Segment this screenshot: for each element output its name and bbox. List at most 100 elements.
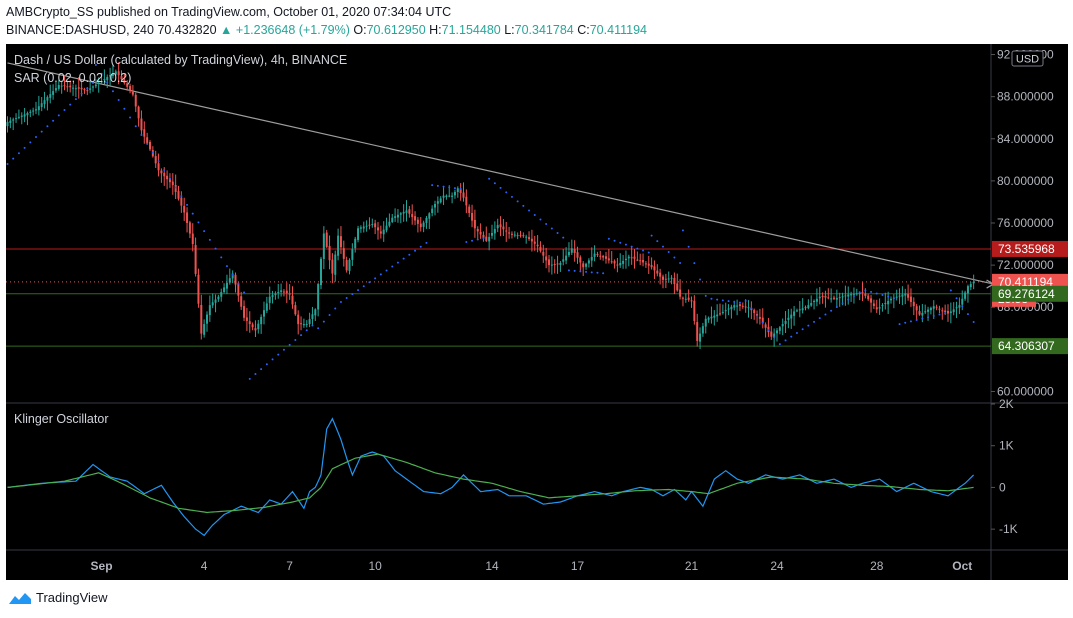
candle-body bbox=[49, 94, 52, 98]
candle-body bbox=[912, 301, 915, 307]
candle-body bbox=[610, 261, 613, 263]
candle-body bbox=[17, 116, 20, 118]
candle-body bbox=[710, 316, 713, 319]
candle-body bbox=[887, 300, 890, 305]
candle-body bbox=[77, 87, 80, 89]
time-tick-label: 4 bbox=[201, 559, 208, 573]
candle-body bbox=[280, 290, 283, 292]
symbol-quote-line: BINANCE:DASHUSD, 240 70.432820 ▲ +1.2366… bbox=[6, 23, 647, 37]
sar-dot bbox=[35, 136, 37, 139]
candle-body bbox=[966, 286, 969, 294]
candle-body bbox=[770, 331, 773, 337]
sar-dot bbox=[699, 278, 702, 281]
sar-dot bbox=[476, 238, 479, 241]
candle-body bbox=[137, 106, 140, 119]
sar-dot bbox=[63, 108, 66, 111]
candle-body bbox=[679, 289, 682, 297]
sar-dot bbox=[493, 182, 496, 185]
candle-body bbox=[471, 212, 474, 221]
sar-dot bbox=[317, 327, 320, 330]
sar-dot bbox=[140, 133, 143, 136]
sar-dot bbox=[357, 289, 360, 292]
sar-dot bbox=[590, 271, 593, 274]
candle-body bbox=[74, 88, 77, 90]
candle-body bbox=[251, 324, 254, 328]
sar-dot bbox=[955, 297, 958, 300]
candle-body bbox=[522, 235, 525, 237]
candle-body bbox=[833, 297, 835, 299]
chart-area[interactable]: 92.00000088.00000084.00000080.00000076.0… bbox=[6, 44, 1068, 580]
candle-body bbox=[579, 257, 582, 263]
candle-body bbox=[106, 77, 109, 81]
sar-dot bbox=[203, 230, 206, 233]
candle-body bbox=[616, 264, 619, 266]
time-tick-label: 28 bbox=[870, 559, 884, 573]
sar-dot bbox=[716, 298, 719, 301]
chart-canvas[interactable]: 92.00000088.00000084.00000080.00000076.0… bbox=[6, 44, 1068, 580]
sar-dot bbox=[100, 72, 103, 75]
candle-body bbox=[308, 319, 311, 325]
candle-body bbox=[932, 306, 935, 309]
candle-body bbox=[622, 260, 625, 264]
candle-body bbox=[123, 79, 126, 83]
candle-body bbox=[824, 295, 827, 298]
sar-dot bbox=[282, 348, 285, 351]
candle-body bbox=[459, 189, 462, 193]
candle-body bbox=[240, 296, 243, 307]
sar-dot bbox=[892, 297, 895, 300]
sar-dot bbox=[510, 195, 513, 198]
candle-body bbox=[268, 296, 271, 303]
candle-body bbox=[701, 326, 704, 334]
candle-body bbox=[599, 255, 602, 257]
sar-dot bbox=[499, 186, 502, 189]
candle-body bbox=[795, 310, 798, 312]
high-value: 71.154480 bbox=[441, 23, 501, 37]
candle-body bbox=[753, 309, 756, 314]
candle-body bbox=[556, 263, 559, 265]
candle-body bbox=[277, 291, 280, 293]
candle-body bbox=[425, 217, 428, 223]
sar-dot bbox=[94, 64, 97, 67]
sar-dot bbox=[69, 103, 72, 106]
candle-body bbox=[29, 111, 32, 113]
sar-dot bbox=[909, 320, 912, 323]
published-line: AMBCrypto_SS published on TradingView.co… bbox=[6, 5, 452, 19]
candle-body bbox=[707, 317, 710, 320]
candle-body bbox=[314, 309, 317, 316]
candle-body bbox=[214, 299, 217, 303]
sar-dot bbox=[288, 343, 291, 346]
candle-body bbox=[644, 263, 647, 265]
candle-body bbox=[54, 88, 57, 91]
candle-body bbox=[542, 251, 545, 256]
candle-body bbox=[80, 87, 83, 90]
candle-body bbox=[146, 137, 149, 143]
close-value: 70.411194 bbox=[589, 23, 647, 37]
sar-dot bbox=[562, 236, 565, 239]
sar-dot bbox=[453, 187, 456, 190]
sar-dot bbox=[414, 249, 417, 252]
sar-dot bbox=[57, 114, 60, 117]
sar-dot bbox=[448, 186, 451, 189]
candle-body bbox=[453, 191, 456, 196]
sar-dot bbox=[129, 116, 132, 119]
candle-body bbox=[414, 216, 417, 221]
candle-body bbox=[952, 309, 955, 313]
candle-body bbox=[633, 256, 636, 259]
candle-body bbox=[858, 292, 861, 294]
sar-dot bbox=[396, 261, 399, 264]
candle-body bbox=[63, 85, 66, 87]
sar-dot bbox=[613, 239, 616, 242]
candle-body bbox=[653, 266, 656, 271]
candle-body bbox=[545, 256, 548, 261]
candle-body bbox=[32, 110, 35, 112]
sar-dot bbox=[875, 292, 878, 295]
candle-body bbox=[730, 306, 733, 310]
support-price-tag-box bbox=[992, 285, 1068, 302]
candle-body bbox=[915, 306, 918, 311]
candle-body bbox=[855, 293, 858, 295]
candle-body bbox=[114, 71, 117, 75]
sar-dot bbox=[624, 243, 627, 246]
sar-dot bbox=[944, 312, 947, 315]
candle-body bbox=[659, 272, 662, 277]
candle-body bbox=[191, 233, 194, 245]
